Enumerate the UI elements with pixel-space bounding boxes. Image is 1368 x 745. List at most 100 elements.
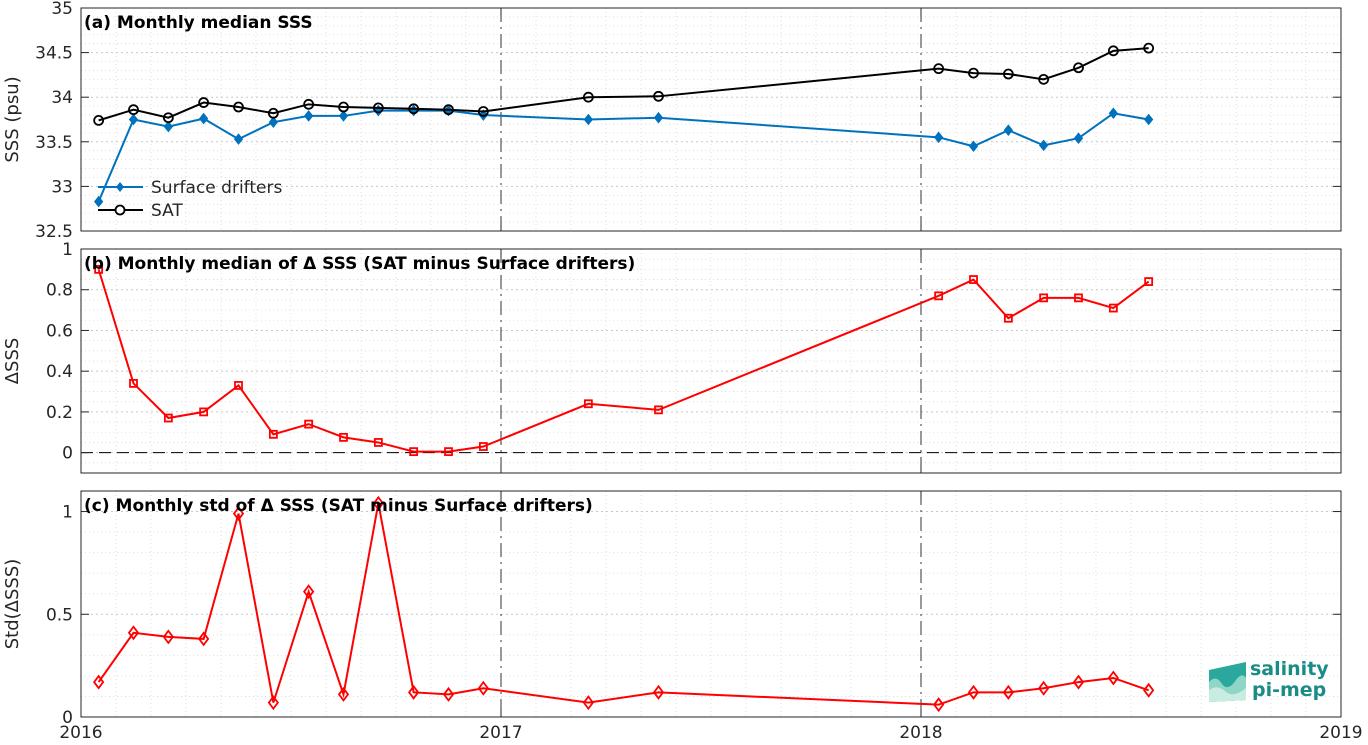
panel-c-data-point	[1002, 684, 1014, 700]
panel-a-data-point	[478, 109, 489, 121]
panel-b-ytick-label: 0.2	[46, 403, 73, 423]
panel-c-data-point	[267, 695, 279, 711]
panel-c-ytick-label: 0	[62, 708, 73, 728]
panel-a-data-point	[1073, 132, 1084, 145]
panel-c-data-point	[198, 631, 210, 647]
panel-a-ytick-label: 34	[51, 88, 73, 108]
panel-b-ytick-label: 0.8	[46, 281, 73, 301]
panel-c-data-point	[232, 506, 245, 522]
panel-c-frame	[80, 490, 1342, 718]
panel-b-data-point	[969, 275, 978, 284]
panel-b-data-point	[199, 407, 209, 417]
panel-a-ytick-label: 34.5	[35, 44, 73, 64]
panel-b-series-line	[97, 269, 1150, 453]
panel-a-data-point	[93, 114, 105, 126]
panel-c-data-point	[1072, 674, 1085, 690]
panel-c-xtick-label: 2016	[59, 723, 102, 743]
panel-c-xtick-label: 2017	[479, 723, 522, 743]
panel-a-data-point	[583, 113, 594, 126]
panel-a-data-point	[1003, 124, 1014, 137]
panel-b-data-point	[373, 438, 383, 447]
panel-b-data-point	[583, 399, 593, 409]
panel-b-title: (b) Monthly median of Δ SSS (SAT minus S…	[84, 254, 635, 274]
panel-c-data-point	[162, 629, 174, 645]
panel-b-data-point	[1144, 277, 1154, 286]
panel-b-data-point	[654, 405, 663, 415]
panel-b-data-point	[1074, 293, 1083, 303]
legend-label: Surface drifters	[151, 178, 282, 198]
salinity-pimep-logo	[1209, 662, 1246, 702]
panel-c-data-point	[1143, 682, 1155, 698]
panel-a-data-point	[233, 101, 244, 113]
panel-b-ytick-label: 0.6	[46, 321, 73, 341]
panel-c-data-point	[127, 625, 140, 641]
panel-a-data-point	[933, 131, 944, 144]
panel-c-data-point	[337, 686, 350, 702]
panel-c-xtick-label: 2019	[1319, 723, 1362, 743]
panel-a-data-point	[582, 91, 594, 103]
panel-a-data-point	[1073, 62, 1084, 74]
panel-c-data-point	[408, 684, 420, 700]
panel-b-ylabel: ΔSSS	[2, 338, 23, 385]
panel-b-ytick-label: 1	[62, 240, 73, 260]
panel-b-data-point	[234, 381, 243, 390]
panel-a-data-point	[408, 103, 420, 115]
panel-a-data-point	[933, 63, 945, 75]
panel-b-data-point	[1003, 313, 1013, 323]
panel-a-data-point	[1038, 73, 1050, 85]
panel-a-data-point	[372, 102, 384, 114]
panel-c-data-point	[477, 680, 489, 696]
panel-c-data-point	[652, 684, 665, 700]
panel-b-data-point	[478, 442, 488, 451]
panel-c-data-point	[1107, 670, 1119, 686]
panel-a-data-point	[653, 111, 664, 124]
panel-c-ytick-label: 0.5	[46, 605, 73, 625]
panel-a-data-point	[128, 104, 139, 116]
panel-a-ytick-label: 33.5	[35, 133, 73, 153]
logo-text-salinity: salinity	[1250, 658, 1329, 680]
panel-b-data-point	[129, 378, 138, 388]
panel-a-ytick-label: 32.5	[35, 222, 73, 242]
panel-b-data-point	[163, 413, 173, 423]
panel-a-data-point	[653, 90, 664, 102]
panel-a-ylabel: SSS (psu)	[2, 76, 23, 162]
legend-label: SAT	[151, 201, 183, 221]
panel-b-frame	[80, 248, 1342, 474]
logo-text-pimep: pi-mep	[1252, 679, 1327, 701]
panel-c-data-point	[372, 495, 384, 511]
panel-c-data-point	[303, 584, 315, 600]
panel-a-ytick-label: 35	[51, 0, 73, 19]
panel-b-data-point	[1108, 303, 1118, 313]
panel-a-data-point	[477, 106, 489, 117]
panel-b-data-point	[339, 432, 348, 442]
panel-a-data-point	[1107, 45, 1119, 57]
panel-a-data-point	[128, 113, 139, 126]
panel-a-data-point	[968, 140, 979, 153]
panel-a-data-point	[233, 133, 244, 145]
panel-a-data-point	[93, 195, 104, 208]
panel-a-data-point	[162, 112, 174, 124]
panel-a-data-point	[1038, 139, 1049, 152]
panel-a-data-point	[268, 116, 279, 128]
panel-c-ylabel: Std(ΔSSS)	[2, 559, 23, 650]
panel-a-data-point	[338, 110, 349, 122]
panel-c-ytick-label: 1	[62, 503, 73, 523]
panel-a-series-line	[98, 47, 1149, 122]
panel-c-series-line	[97, 503, 1149, 706]
panel-c-data-point	[442, 686, 455, 702]
panel-a-data-point	[1108, 107, 1119, 120]
legend-marker	[116, 182, 124, 192]
panel-a-data-point	[1143, 113, 1154, 126]
panel-a-data-point	[1002, 68, 1014, 80]
panel-c-data-point	[967, 684, 980, 700]
panel-a-data-point	[303, 98, 315, 110]
panel-a-data-point	[1143, 42, 1155, 54]
panel-b-data-point	[268, 429, 278, 439]
panel-a-data-point	[338, 101, 349, 113]
panel-a-title: (a) Monthly median SSS	[84, 13, 313, 33]
panel-b-data-point	[444, 447, 453, 457]
panel-c-data-point	[933, 697, 945, 713]
panel-b-data-point	[304, 419, 314, 429]
panel-c-data-point	[582, 695, 594, 711]
